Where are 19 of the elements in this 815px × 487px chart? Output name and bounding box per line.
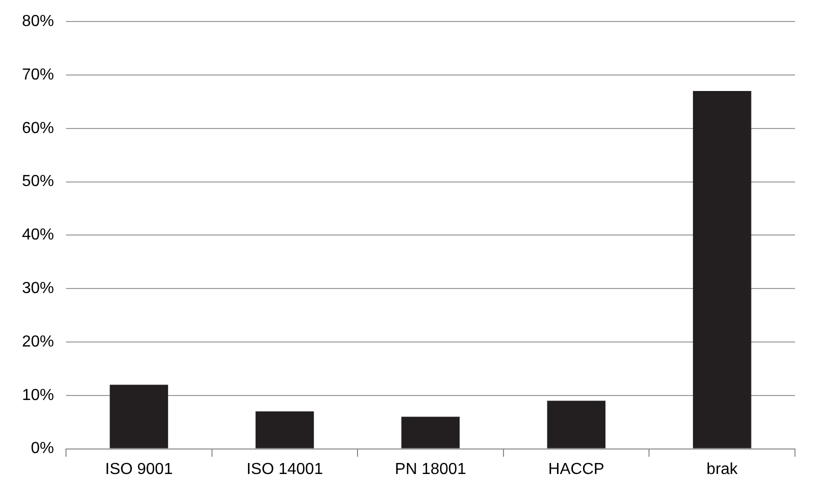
x-tick-label: ISO 14001 — [246, 460, 324, 478]
y-tick-label: 20% — [22, 333, 54, 350]
bar — [110, 384, 168, 448]
y-tick-label: 80% — [22, 13, 54, 30]
x-tick-label: ISO 9001 — [105, 460, 173, 478]
x-tick-label: PN 18001 — [394, 460, 466, 478]
x-tick-label: brak — [706, 460, 739, 478]
y-tick-label: 60% — [22, 120, 54, 137]
bar — [547, 400, 606, 448]
x-tick-label: HACCP — [548, 460, 604, 478]
y-tick-label: 0% — [30, 440, 54, 458]
y-tick-label: 30% — [22, 280, 54, 298]
y-tick-label: 70% — [22, 66, 54, 84]
y-tick-label: 40% — [22, 226, 54, 244]
bar — [401, 416, 460, 448]
bar — [692, 91, 752, 448]
bar — [256, 411, 314, 448]
y-tick-label: 10% — [22, 386, 54, 404]
y-tick-label: 50% — [22, 173, 54, 190]
